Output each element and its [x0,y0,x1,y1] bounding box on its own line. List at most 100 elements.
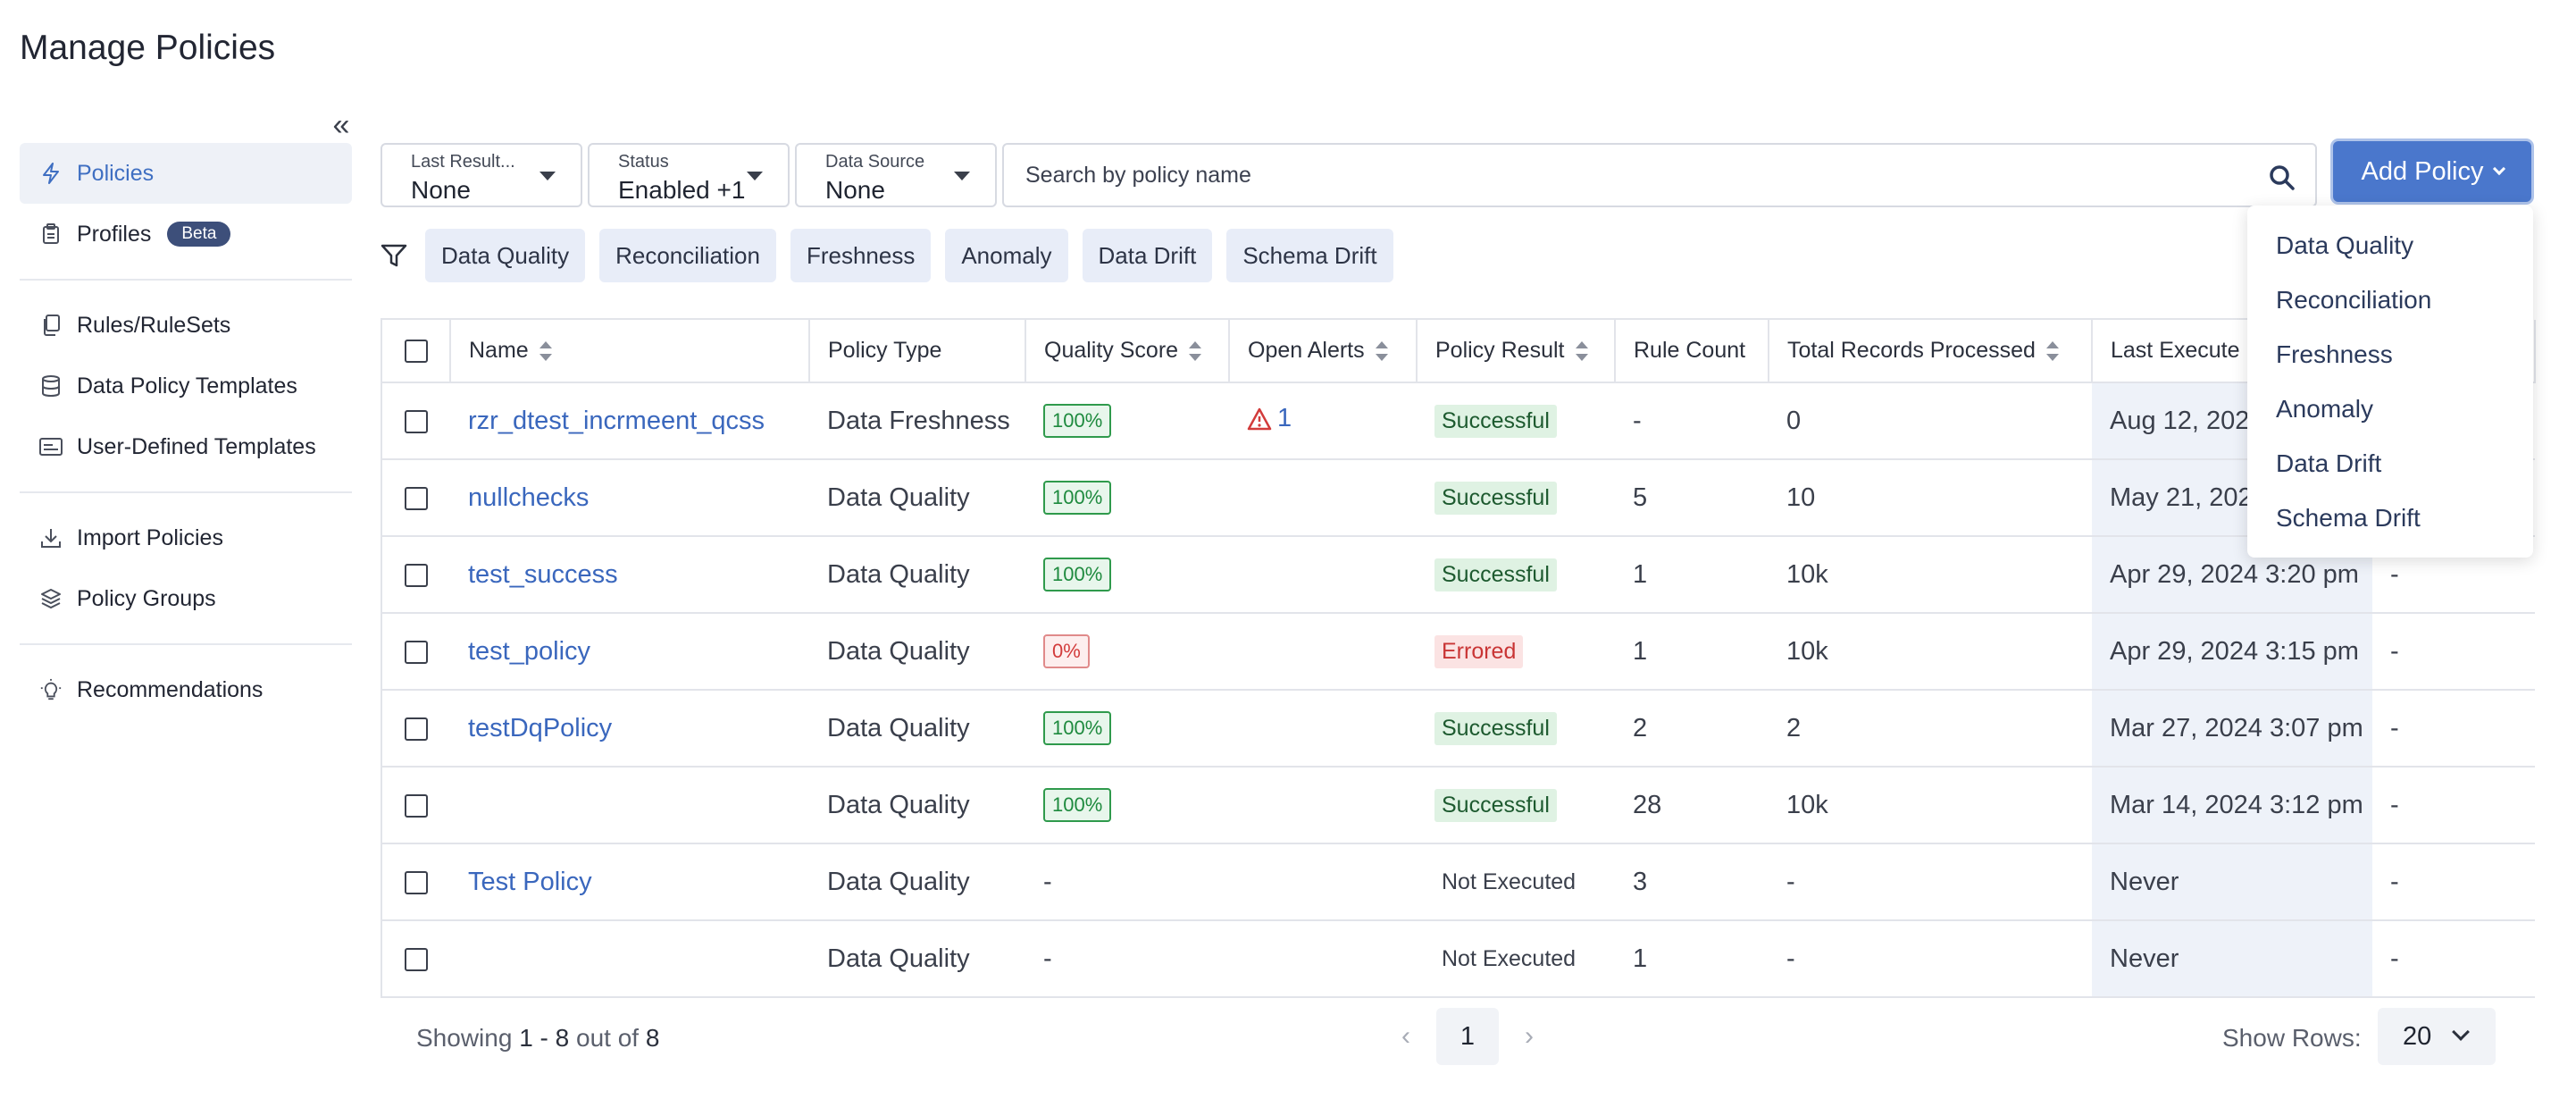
policies-table: Name Policy Type Quality Score Open Aler… [381,318,2536,998]
policy-name-link[interactable]: test_policy [468,636,591,666]
quality-score-badge: 100% [1043,404,1112,438]
table-row: test_success Data Quality 100% Successfu… [382,536,2535,614]
sort-icon[interactable] [1575,341,1588,362]
row-checkbox[interactable] [405,793,428,818]
policy-name-link[interactable]: rzr_dtest_incrmeent_qcss [468,406,765,435]
filter-icon[interactable] [381,242,407,269]
total-records-cell: 10k [1769,536,2092,614]
policy-name-link[interactable]: Test Policy [468,867,592,896]
open-alerts-link[interactable]: 1 [1247,404,1292,433]
quality-score-cell: - [1025,843,1229,921]
row-checkbox[interactable] [405,409,428,433]
menu-item-data-drift[interactable]: Data Drift [2276,449,2382,477]
total-records-cell: 0 [1769,382,2092,460]
name-cell: testDqPolicy [450,690,809,768]
sidebar-item-user-defined-templates[interactable]: User-Defined Templates [20,416,352,477]
total-records-cell: 10k [1769,613,2092,691]
sort-icon[interactable] [2045,341,2059,362]
last-result-dropdown[interactable]: Last Result... None [381,143,582,207]
header-name[interactable]: Name [450,320,810,383]
policy-type-cell: Data Quality [809,613,1025,691]
header-label: Name [469,338,529,363]
search-icon[interactable] [2269,164,2296,191]
row-checkbox[interactable] [405,563,428,587]
showing-out-of: out of [576,1024,640,1052]
sidebar-item-policies[interactable]: Policies [20,143,352,204]
menu-item-freshness[interactable]: Freshness [2276,340,2393,368]
page-number[interactable]: 1 [1436,1008,1499,1065]
pagination: ‹ 1 › [1390,1008,1545,1065]
extra-cell: - [2372,767,2535,844]
policy-name-link[interactable]: nullchecks [468,482,590,512]
chip-reconciliation[interactable]: Reconciliation [599,229,776,282]
dropdown-label: Status [618,152,669,172]
open-alerts-cell [1229,536,1417,614]
chip-schema-drift[interactable]: Schema Drift [1226,229,1393,282]
header-label: Policy Result [1435,338,1565,363]
menu-item-anomaly[interactable]: Anomaly [2276,395,2373,423]
select-all-checkbox[interactable] [404,340,428,364]
data-source-dropdown[interactable]: Data Source None [795,143,997,207]
row-checkbox[interactable] [405,486,428,510]
row-checkbox[interactable] [405,640,428,664]
sidebar-item-profiles[interactable]: Profiles Beta [20,204,352,264]
dropdown-value: None [825,176,885,204]
next-page-icon[interactable]: › [1525,1021,1534,1051]
sidebar-item-import-policies[interactable]: Import Policies [20,508,352,568]
menu-item-schema-drift[interactable]: Schema Drift [2276,504,2421,532]
row-checkbox[interactable] [405,947,428,971]
search-input[interactable] [1004,145,2237,206]
policy-type-cell: Data Quality [809,459,1025,537]
policy-result-cell: Successful [1417,459,1615,537]
rule-count-cell: 1 [1615,613,1769,691]
row-select-cell [382,767,450,844]
layers-icon [39,587,63,610]
dropdown-value: None [411,176,471,204]
sort-icon[interactable] [539,341,552,362]
chevron-down-icon [2492,162,2505,176]
sort-icon[interactable] [1375,341,1388,362]
rule-count-cell: 1 [1615,536,1769,614]
sidebar-item-label: Policy Groups [77,585,216,611]
sidebar-item-label: Profiles [77,221,152,247]
row-select-cell [382,536,450,614]
chip-anomaly[interactable]: Anomaly [945,229,1068,282]
header-policy-result[interactable]: Policy Result [1417,320,1616,383]
dropdown-label: Last Result... [411,152,515,172]
row-checkbox[interactable] [405,870,428,894]
table-row: Test Policy Data Quality - Not Executed … [382,843,2535,921]
prev-page-icon[interactable]: ‹ [1401,1021,1410,1051]
extra-cell: - [2372,613,2535,691]
sort-icon[interactable] [1189,341,1202,362]
menu-item-reconciliation[interactable]: Reconciliation [2276,286,2432,314]
table-row: nullchecks Data Quality 100% Successful … [382,459,2535,537]
add-policy-button[interactable]: Add Policy [2333,141,2531,202]
sidebar-item-recommendations[interactable]: Recommendations [20,659,352,720]
header-open-alerts[interactable]: Open Alerts [1229,320,1418,383]
policy-result-badge: Not Executed [1442,945,1577,971]
chip-data-drift[interactable]: Data Drift [1082,229,1213,282]
policy-name-link[interactable]: test_success [468,559,618,589]
chip-freshness[interactable]: Freshness [790,229,932,282]
sidebar-item-policy-groups[interactable]: Policy Groups [20,568,352,629]
sidebar-item-rules-rulesets[interactable]: Rules/RuleSets [20,295,352,356]
total-records-cell: - [1769,843,2092,921]
header-total-records[interactable]: Total Records Processed [1769,320,2093,383]
name-cell: test_policy [450,613,809,691]
chip-data-quality[interactable]: Data Quality [425,229,586,282]
rows-per-page-select[interactable]: 20 [2378,1008,2496,1065]
page-title: Manage Policies [20,29,276,67]
sidebar-item-data-policy-templates[interactable]: Data Policy Templates [20,356,352,416]
quality-score-cell: - [1025,920,1229,998]
policy-name-link[interactable]: testDqPolicy [468,713,613,742]
add-policy-label: Add Policy [2361,156,2484,186]
header-quality-score[interactable]: Quality Score [1025,320,1230,383]
policy-type-chips: Data Quality Reconciliation Freshness An… [381,229,1393,282]
row-select-cell [382,613,450,691]
double-chevron-left-icon[interactable]: « [332,108,350,142]
total-records-cell: 10k [1769,767,2092,844]
policy-result-cell: Not Executed [1417,920,1615,998]
menu-item-data-quality[interactable]: Data Quality [2276,231,2414,259]
row-checkbox[interactable] [405,717,428,741]
status-dropdown[interactable]: Status Enabled +1 [588,143,790,207]
